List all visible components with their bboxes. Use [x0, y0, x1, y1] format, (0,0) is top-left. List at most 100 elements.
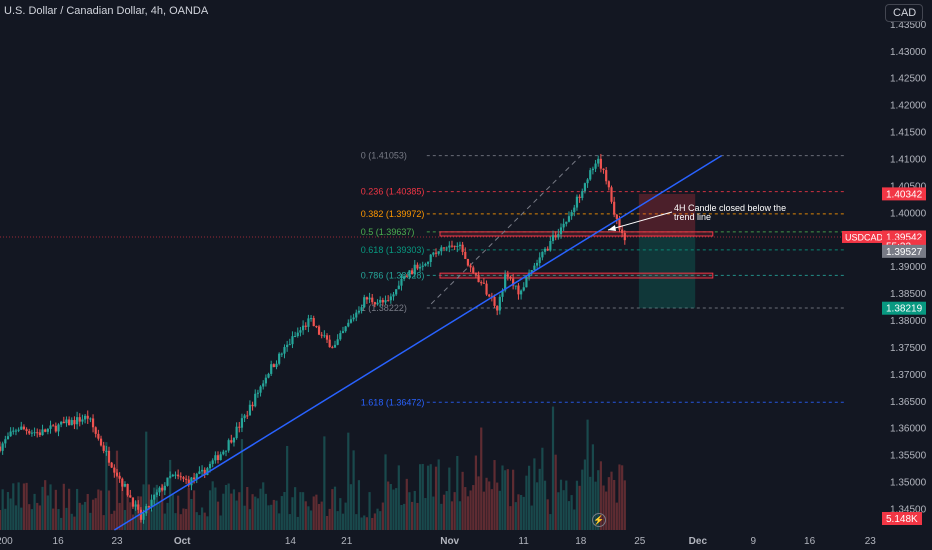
candle-body: [57, 424, 60, 432]
volume-bar: [368, 492, 371, 530]
candle-body: [254, 393, 257, 407]
volume-bar: [397, 465, 400, 530]
symbol-title[interactable]: U.S. Dollar / Canadian Dollar, 4h, OANDA: [4, 5, 209, 17]
candle-body: [177, 474, 180, 477]
candle-body: [535, 262, 539, 266]
volume-bar: [480, 427, 483, 530]
volume-bar: [267, 505, 270, 530]
time-tick-label: 11: [518, 536, 529, 547]
candle-body: [456, 246, 459, 248]
candle-body: [525, 276, 528, 288]
volume-bar: [30, 509, 34, 530]
volume-bar: [259, 488, 262, 530]
volume-bar: [413, 490, 416, 530]
candle-body: [496, 305, 499, 311]
volume-bar: [211, 481, 214, 530]
volume-bar: [294, 487, 297, 530]
volume-bar: [506, 469, 509, 530]
volume-bar: [17, 482, 20, 530]
candle-body: [299, 330, 302, 333]
volume-bar: [12, 483, 15, 530]
volume-bar: [275, 500, 278, 530]
volume-bar: [575, 480, 579, 530]
volume-bar: [145, 431, 148, 530]
candle-body: [169, 476, 172, 478]
candle-body: [466, 258, 470, 266]
volume-bar: [126, 493, 129, 530]
time-axis[interactable]: 200 16 23 Oct 14 21 Nov 11 18 25 Dec 9 16 23: [0, 536, 876, 547]
volume-bar: [549, 514, 552, 530]
candle-body: [317, 326, 321, 335]
candle-body: [488, 294, 491, 297]
candle-body: [613, 201, 616, 215]
candle-body: [546, 248, 549, 251]
time-tick-label: 14: [285, 536, 297, 547]
volume-bar: [227, 483, 230, 530]
candle-body: [126, 483, 129, 496]
candle-body: [256, 392, 259, 394]
candle-body: [131, 497, 135, 507]
price-tick-label: 1.43000: [890, 47, 927, 58]
candle-body: [509, 276, 512, 279]
candle-body: [429, 254, 432, 262]
volume-bar: [94, 498, 97, 530]
fib-level-label: 0.236 (1.40385): [361, 187, 425, 197]
candle-body: [360, 307, 363, 311]
volume-bar: [432, 496, 435, 530]
currency-button[interactable]: CAD: [885, 4, 923, 22]
volume-bar: [440, 503, 443, 530]
volume-bar: [208, 490, 212, 530]
candle-body: [387, 300, 390, 302]
volume-bar: [134, 501, 137, 530]
candle-body: [397, 285, 400, 290]
volume-bar: [129, 502, 132, 530]
volume-bar: [613, 479, 616, 530]
candle-body: [94, 427, 97, 434]
candle-body: [195, 473, 198, 480]
candle-body: [355, 312, 358, 318]
volume-bar: [567, 501, 571, 530]
candle-body: [339, 333, 342, 340]
short-position-tool[interactable]: [430, 155, 714, 309]
lightning-icon[interactable]: ⚡: [592, 513, 606, 527]
volume-bar: [482, 491, 485, 530]
volume-bar: [405, 478, 408, 530]
volume-bar: [299, 492, 302, 530]
volume-bar: [25, 482, 28, 530]
volume-bar: [115, 450, 119, 530]
volume-bar: [203, 512, 206, 530]
candle-body: [262, 383, 265, 387]
candle-body: [190, 477, 193, 486]
candle-body: [309, 318, 313, 320]
volume-bar: [243, 505, 246, 530]
price-tick-label: 1.37000: [890, 370, 927, 381]
volume-bar: [62, 483, 65, 530]
volume-bar: [538, 468, 541, 530]
candle-body: [174, 474, 177, 476]
volume-bar: [381, 502, 384, 530]
volume-bar: [477, 476, 480, 530]
candle-body: [270, 364, 273, 374]
fibonacci-retracement[interactable]: 0 (1.41053) 0.236 (1.40385) 0.382 (1.39972…: [361, 151, 845, 408]
volume-bar: [421, 463, 424, 530]
candle-body: [78, 417, 81, 422]
volume-bar: [453, 492, 456, 530]
volume-bar: [309, 510, 313, 530]
candle-body: [554, 235, 557, 238]
volume-bar: [307, 506, 310, 530]
fib-level-label: 0.5 (1.39637): [361, 227, 415, 237]
candle-body: [405, 276, 408, 278]
volume-bar: [155, 484, 158, 530]
volume-bar: [171, 494, 174, 530]
volume-bar: [514, 502, 517, 530]
trendline[interactable]: [114, 154, 722, 531]
candle-body: [352, 317, 355, 320]
candle-body: [530, 269, 533, 273]
candle-body: [485, 283, 488, 295]
candle-body: [480, 282, 483, 284]
volume-bar: [490, 489, 493, 530]
volume-bar: [347, 432, 350, 530]
volume-bar: [395, 488, 398, 530]
